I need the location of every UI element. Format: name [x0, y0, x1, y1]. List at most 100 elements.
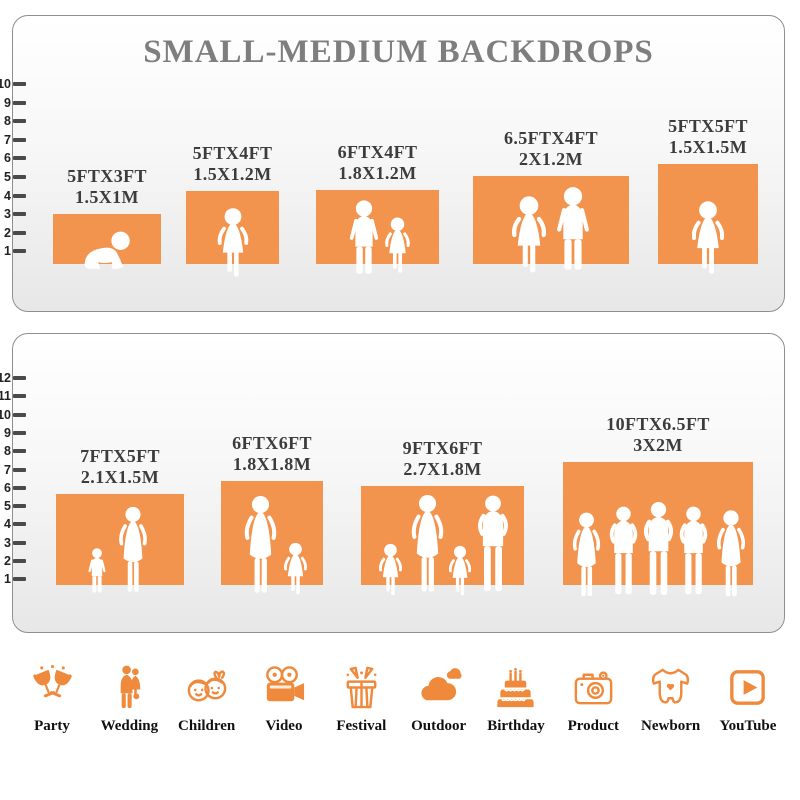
- ruler-tick-dash: [13, 485, 26, 490]
- birthday-icon: [497, 668, 535, 708]
- ruler-tick: 2: [0, 554, 29, 568]
- ruler-tick-number: 11: [0, 389, 11, 404]
- backdrop-6x6: 6FTX6FT 1.8X1.8M: [221, 433, 323, 596]
- ruler-tick-number: 8: [4, 114, 11, 129]
- ruler-tick-number: 9: [4, 95, 11, 110]
- video-icon: [266, 666, 305, 702]
- ruler-tick: 1: [0, 572, 29, 586]
- ruler-tick: 9: [0, 96, 29, 110]
- category-youtube: YouTube: [714, 664, 782, 735]
- ruler-tick-number: 5: [4, 170, 11, 184]
- ruler-tick-dash: [13, 212, 26, 217]
- size-m: 2X1.2M: [519, 148, 583, 169]
- ruler-tick: 12: [0, 371, 29, 385]
- backdrop-rect: [473, 176, 629, 264]
- ruler-tick: 8: [0, 114, 29, 128]
- girl-and-boy-silhouette: [507, 181, 595, 277]
- ruler-tick-dash: [13, 540, 26, 545]
- category-newborn: Newborn: [637, 664, 705, 735]
- ruler-tick-dash: [13, 559, 26, 563]
- category-label: Product: [567, 718, 619, 734]
- backdrop-size-label: 5FTX3FT 1.5X1M: [67, 166, 147, 208]
- toddler-girl-silhouette: [689, 200, 727, 276]
- ruler-tick-dash: [13, 467, 26, 472]
- size-m: 1.5X1.5M: [668, 136, 748, 157]
- ruler-tick: 4: [0, 517, 29, 531]
- category-label: YouTube: [719, 718, 777, 734]
- category-label: Children: [178, 718, 236, 734]
- size-m: 3X2M: [633, 434, 683, 455]
- category-wedding: Wedding: [95, 664, 163, 735]
- size-m: 1.8X1.8M: [232, 453, 312, 474]
- size-ft: 10FTX6.5FT: [606, 413, 710, 434]
- category-outdoor: Outdoor: [405, 664, 473, 735]
- mother-baby-and-girl-silhouette: [234, 495, 310, 597]
- backdrop-size-label: 9FTX6FT 2.7X1.8M: [403, 438, 483, 480]
- ruler-tick-dash: [13, 522, 26, 527]
- ruler-bottom: 12 11 10 9 8 7 6 5 4 3 2 1: [0, 334, 29, 632]
- backdrop-size-label: 6.5FTX4FT 2X1.2M: [504, 128, 598, 170]
- backdrop-rect: [316, 190, 439, 264]
- ruler-tick: 3: [0, 207, 29, 221]
- backdrop-5x3: 5FTX3FT 1.5X1M: [53, 166, 161, 269]
- ruler-tick-dash: [13, 119, 26, 124]
- size-m: 1.8X1.2M: [338, 162, 417, 183]
- category-row: Party Wedding: [0, 664, 800, 735]
- crawling-baby-silhouette: [77, 228, 137, 271]
- backdrop-size-label: 5FTX5FT 1.5X1.5M: [668, 116, 748, 158]
- ruler-tick-dash: [13, 230, 26, 235]
- ruler-tick: 1: [0, 244, 29, 258]
- category-party: Party: [18, 664, 86, 735]
- backdrop-size-label: 7FTX5FT 2.1X1.5M: [80, 446, 160, 488]
- panel-small-medium: SMALL-MEDIUM BACKDROPS 10 9 8 7 6 5 4 3 2 1 5FTX3…: [0, 15, 785, 312]
- ruler-tick-number: 3: [4, 207, 11, 222]
- size-ft: 6FTX6FT: [232, 432, 312, 453]
- size-ft: 9FTX6FT: [402, 437, 483, 458]
- ruler-tick: 4: [0, 189, 29, 203]
- backdrop-5x4: 5FTX4FT 1.5X1.2M: [186, 143, 279, 279]
- festival-icon: [346, 666, 377, 709]
- ruler-tick-number: 10: [0, 77, 11, 91]
- ruler-tick-number: 5: [4, 499, 11, 514]
- category-product: Product: [559, 664, 627, 735]
- ruler-tick: 2: [0, 226, 29, 240]
- ruler-tick-number: 3: [4, 535, 11, 550]
- page-title: SMALL-MEDIUM BACKDROPS: [143, 34, 654, 70]
- size-m: 1.5X1M: [75, 186, 139, 207]
- category-birthday: Birthday: [482, 664, 550, 735]
- size-m: 2.1X1.5M: [80, 466, 160, 487]
- ruler-tick-number: 7: [4, 132, 11, 147]
- ruler-tick-number: 6: [4, 480, 11, 495]
- boy-and-girl-silhouette: [343, 197, 413, 277]
- ruler-tick-number: 4: [4, 188, 11, 203]
- ruler-top: 10 9 8 7 6 5 4 3 2 1: [0, 16, 29, 311]
- backdrop-size-label: 6FTX4FT 1.8X1.2M: [338, 142, 418, 184]
- ruler-tick: 3: [0, 536, 29, 550]
- ruler-tick-dash: [13, 394, 26, 399]
- ruler-tick-number: 1: [4, 572, 11, 587]
- category-label: Video: [265, 718, 303, 734]
- category-label: Birthday: [487, 718, 545, 734]
- ruler-tick-dash: [13, 430, 26, 435]
- category-children: Children: [173, 664, 241, 735]
- ruler-tick-number: 12: [0, 371, 11, 385]
- size-m: 1.5X1.2M: [193, 163, 272, 184]
- ruler-tick: 10: [0, 77, 29, 91]
- category-label: Outdoor: [411, 718, 467, 734]
- size-m: 2.7X1.8M: [403, 458, 482, 479]
- ruler-tick: 5: [0, 170, 29, 184]
- children-icon: [187, 670, 227, 702]
- backdrop-10x6p5: 10FTX6.5FT 3X2M: [563, 414, 753, 599]
- group-of-five-silhouette: [567, 497, 749, 599]
- ruler-tick-number: 9: [4, 425, 11, 440]
- outdoor-icon: [421, 668, 462, 701]
- category-label: Party: [34, 718, 70, 734]
- ruler-tick-dash: [13, 82, 26, 86]
- ruler-tick: 7: [0, 463, 29, 477]
- ruler-tick: 9: [0, 426, 29, 440]
- size-ft: 6FTX4FT: [337, 141, 418, 162]
- youtube-icon: [730, 670, 766, 705]
- ruler-tick-number: 10: [0, 407, 11, 422]
- size-ft: 7FTX5FT: [80, 445, 160, 466]
- ruler-tick-number: 6: [4, 151, 11, 166]
